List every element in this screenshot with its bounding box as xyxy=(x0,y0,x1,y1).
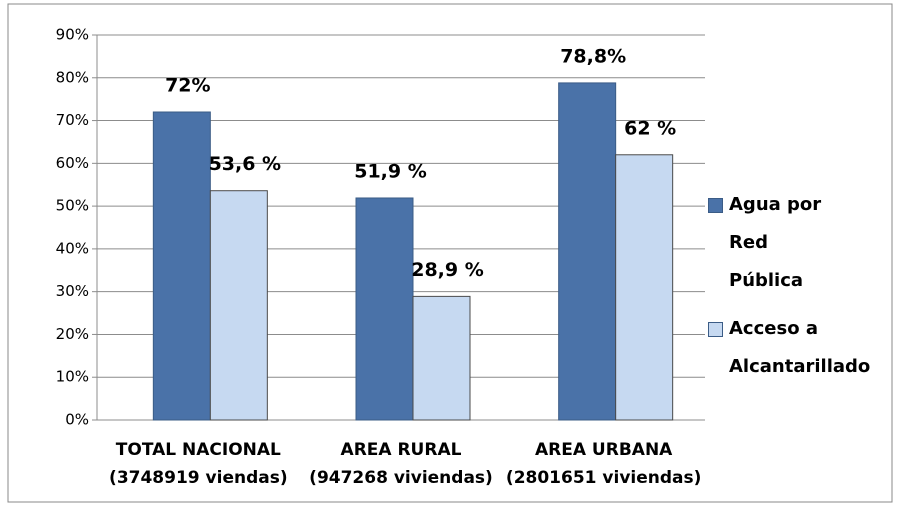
data-label: 72% xyxy=(165,75,210,97)
bar xyxy=(615,154,674,421)
y-tick-label: 30% xyxy=(56,282,89,300)
bar xyxy=(558,82,617,421)
x-tick-label: AREA URBANA xyxy=(535,440,673,460)
y-tick-label: 70% xyxy=(56,111,89,129)
chart-frame xyxy=(7,3,893,503)
bar xyxy=(209,190,268,421)
y-tick-label: 20% xyxy=(56,325,89,343)
y-tick-label: 90% xyxy=(56,26,89,44)
x-tick-label: (3748919 viendas) xyxy=(109,468,288,488)
y-tick-label: 0% xyxy=(65,411,89,429)
legend: Agua por Red Pública Acceso a Alcantarill… xyxy=(708,186,888,396)
data-label: 51,9 % xyxy=(354,160,427,182)
x-tick-label: (947268 viviendas) xyxy=(309,468,493,488)
legend-swatch xyxy=(708,322,723,337)
y-tick-label: 40% xyxy=(56,239,89,257)
x-tick-label: (2801651 viviendas) xyxy=(506,468,701,488)
y-tick-label: 80% xyxy=(56,68,89,86)
bar xyxy=(412,295,471,421)
x-tick-label: AREA RURAL xyxy=(341,440,462,460)
data-label: 62 % xyxy=(624,117,676,139)
data-label: 78,8% xyxy=(560,45,626,67)
data-label: 53,6 % xyxy=(209,153,282,175)
legend-item: Agua por Red Pública xyxy=(708,186,888,300)
x-tick-label: TOTAL NACIONAL xyxy=(116,440,281,460)
bar xyxy=(152,111,211,421)
legend-swatch xyxy=(708,198,723,213)
bar xyxy=(355,197,414,421)
y-tick-label: 10% xyxy=(56,368,89,386)
legend-item: Acceso a Alcantarillado xyxy=(708,310,888,386)
y-tick-label: 60% xyxy=(56,154,89,172)
legend-label: Acceso a Alcantarillado xyxy=(729,318,871,377)
data-label: 28,9 % xyxy=(411,259,484,281)
y-tick-label: 50% xyxy=(56,197,89,215)
legend-label: Agua por Red Pública xyxy=(729,194,822,291)
